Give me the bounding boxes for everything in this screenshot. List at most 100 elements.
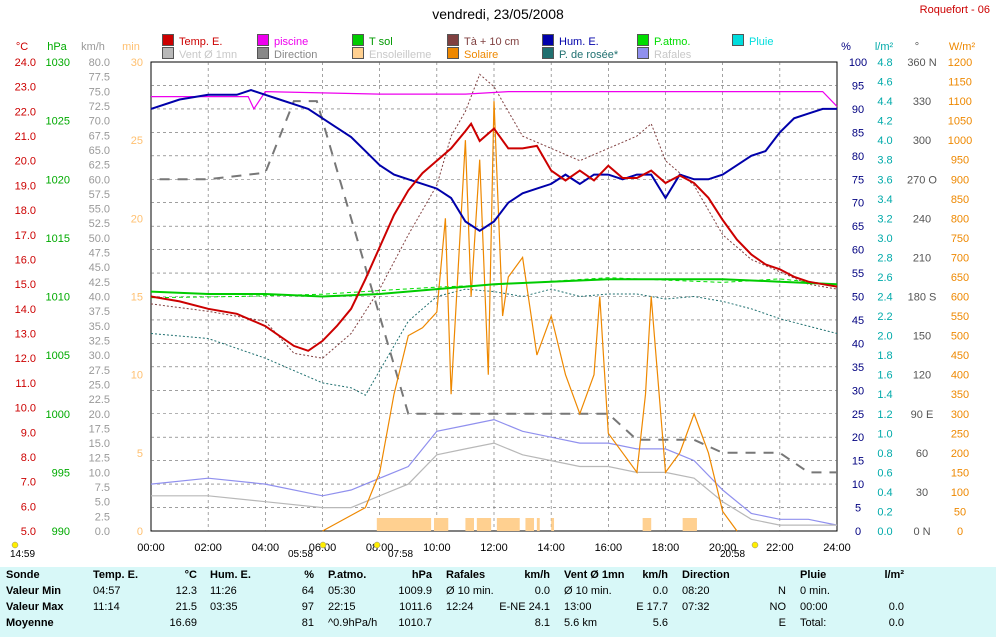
right-axis-tick: 350 [951,389,969,401]
left-axis-tick: 1025 [46,116,70,128]
right-axis-tick: 90 E [911,409,934,421]
left-axis-tick: 21.0 [15,131,36,143]
left-axis-tick: 12.0 [15,353,36,365]
legend-label: Solaire [464,49,499,61]
sunshine-block [525,518,535,531]
stats-cell-label: Ø 10 min. [446,585,494,597]
right-axis-tick: 270 O [907,174,937,186]
left-axis-tick: 77.5 [89,72,110,84]
stats-row: Valeur Min [6,583,91,599]
left-axis-tick: 35.0 [89,321,110,333]
stats-column-temp: Temp. E. °C 04:57 12.3 11:14 21.5 16.69 [93,567,203,637]
right-axis-tick: 750 [951,233,969,245]
right-axis-tick: 0.4 [877,487,892,499]
right-axis-tick: 1.4 [877,389,892,401]
stats-header-unit: km/h [642,569,668,581]
stats-cell-label: 5.6 km [564,617,598,629]
series-line-t-10-cm [150,73,838,359]
stats-header-label: Sonde [6,569,40,581]
sunshine-block [642,518,652,531]
right-axis-tick: 1200 [948,57,972,69]
right-axis-tick: 4.0 [877,135,892,147]
right-axis-tick: 800 [951,213,969,225]
stats-row: 0 min. [800,583,910,599]
right-axis-tick: 2.8 [877,252,892,264]
axis-unit-label: ° [915,41,919,53]
left-axis-tick: 57.5 [89,189,110,201]
right-axis-tick: 0.6 [877,467,892,479]
stats-cell-value: E-NE 24.1 [499,601,550,613]
stats-row: 8.1 [446,615,556,631]
right-axis-tick: 450 [951,350,969,362]
stats-row: Total: 0.0 [800,615,910,631]
axis-unit-label: l/m² [875,41,894,53]
right-axis-tick: 360 N [907,57,936,69]
stats-column-patmo: P.atmo. hPa 05:30 1009.9 22:15 1011.6 ^0.9hPa/… [328,567,438,637]
left-axis-tick: 23.0 [15,82,36,94]
x-tick-label: 22:00 [766,542,794,554]
legend-swatch [352,47,364,59]
legend-label: piscine [274,36,309,48]
sunshine-block [496,518,520,531]
left-axis-tick: 25 [131,135,143,147]
x-tick-label: 00:00 [137,542,165,554]
stats-cell-label: 04:57 [93,585,121,597]
right-axis-tick: 210 [913,252,931,264]
x-tick-label: 16:00 [595,542,623,554]
axis-unit-label: W/m² [949,41,976,53]
legend-entry: Hum. E. [542,34,599,48]
axis-unit-label: hPa [47,41,67,53]
right-axis-tick: 3.4 [877,194,892,206]
right-axis-tick: 4.8 [877,57,892,69]
stats-cell-label: Valeur Min [6,585,62,597]
stats-row: 08:20 N [682,583,792,599]
sunshine-block [551,518,555,531]
series-line-hum-e- [150,89,837,232]
right-axis-tick: 5 [855,503,861,515]
right-axis-tick: 10 [852,479,864,491]
x-tick-label: 12:00 [480,542,508,554]
stats-cell-label: 12:24 [446,601,474,613]
stats-header-unit: °C [184,569,197,581]
right-axis-tick: 950 [951,155,969,167]
legend-entry: Direction [257,47,317,61]
axis-unit-label: min [122,41,140,53]
stats-cell-label: 22:15 [328,601,356,613]
stats-header-label: Direction [682,569,730,581]
stats-header-label: Temp. E. [93,569,139,581]
left-axis-tick: 47.5 [89,248,110,260]
left-axis-tick: 17.0 [15,230,36,242]
stats-cell-label: 03:35 [210,601,238,613]
sunset-marker: 20:58 [720,549,746,560]
stats-cell-label: 08:20 [682,585,710,597]
stats-column-pluie: Pluie l/m² 0 min. 00:00 0.0 Total: 0.0 [800,567,910,637]
right-axis-tick: 55 [852,268,864,280]
right-axis-tick: 50 [954,506,966,518]
right-axis-tick: 30 [852,385,864,397]
right-axis-tick: 1150 [948,77,972,89]
stats-cell-value: 1009.9 [398,585,432,597]
stats-cell-value: N [778,585,786,597]
stats-row: Moyenne [6,615,91,631]
legend-label: Direction [274,49,318,61]
left-axis-tick: 8.0 [21,452,36,464]
stats-cell-label: Total: [800,617,827,629]
left-axis-tick: 20.0 [89,409,110,421]
x-tick-label: 24:00 [823,542,851,554]
page-title: vendredi, 23/05/2008 [432,6,564,22]
legend-swatch [162,34,174,46]
stats-row: Ø 10 min. 0.0 [446,583,556,599]
left-axis-tick: 5.0 [21,526,36,538]
right-axis-tick: 300 [951,409,969,421]
left-axis-tick: 18.0 [15,205,36,217]
left-axis-tick: 990 [52,526,70,538]
stats-cell-value: E 17.7 [636,601,668,613]
right-axis-tick: 3.6 [877,174,892,186]
right-axis-tick: 20 [852,432,864,444]
sun-marker-dot [11,541,19,549]
stats-row: 11:26 64 [210,583,320,599]
right-axis-tick: 40 [852,338,864,350]
stats-cell-label: 11:26 [210,585,237,597]
stats-cell-value: NO [769,601,787,613]
right-axis-tick: 500 [951,331,969,343]
